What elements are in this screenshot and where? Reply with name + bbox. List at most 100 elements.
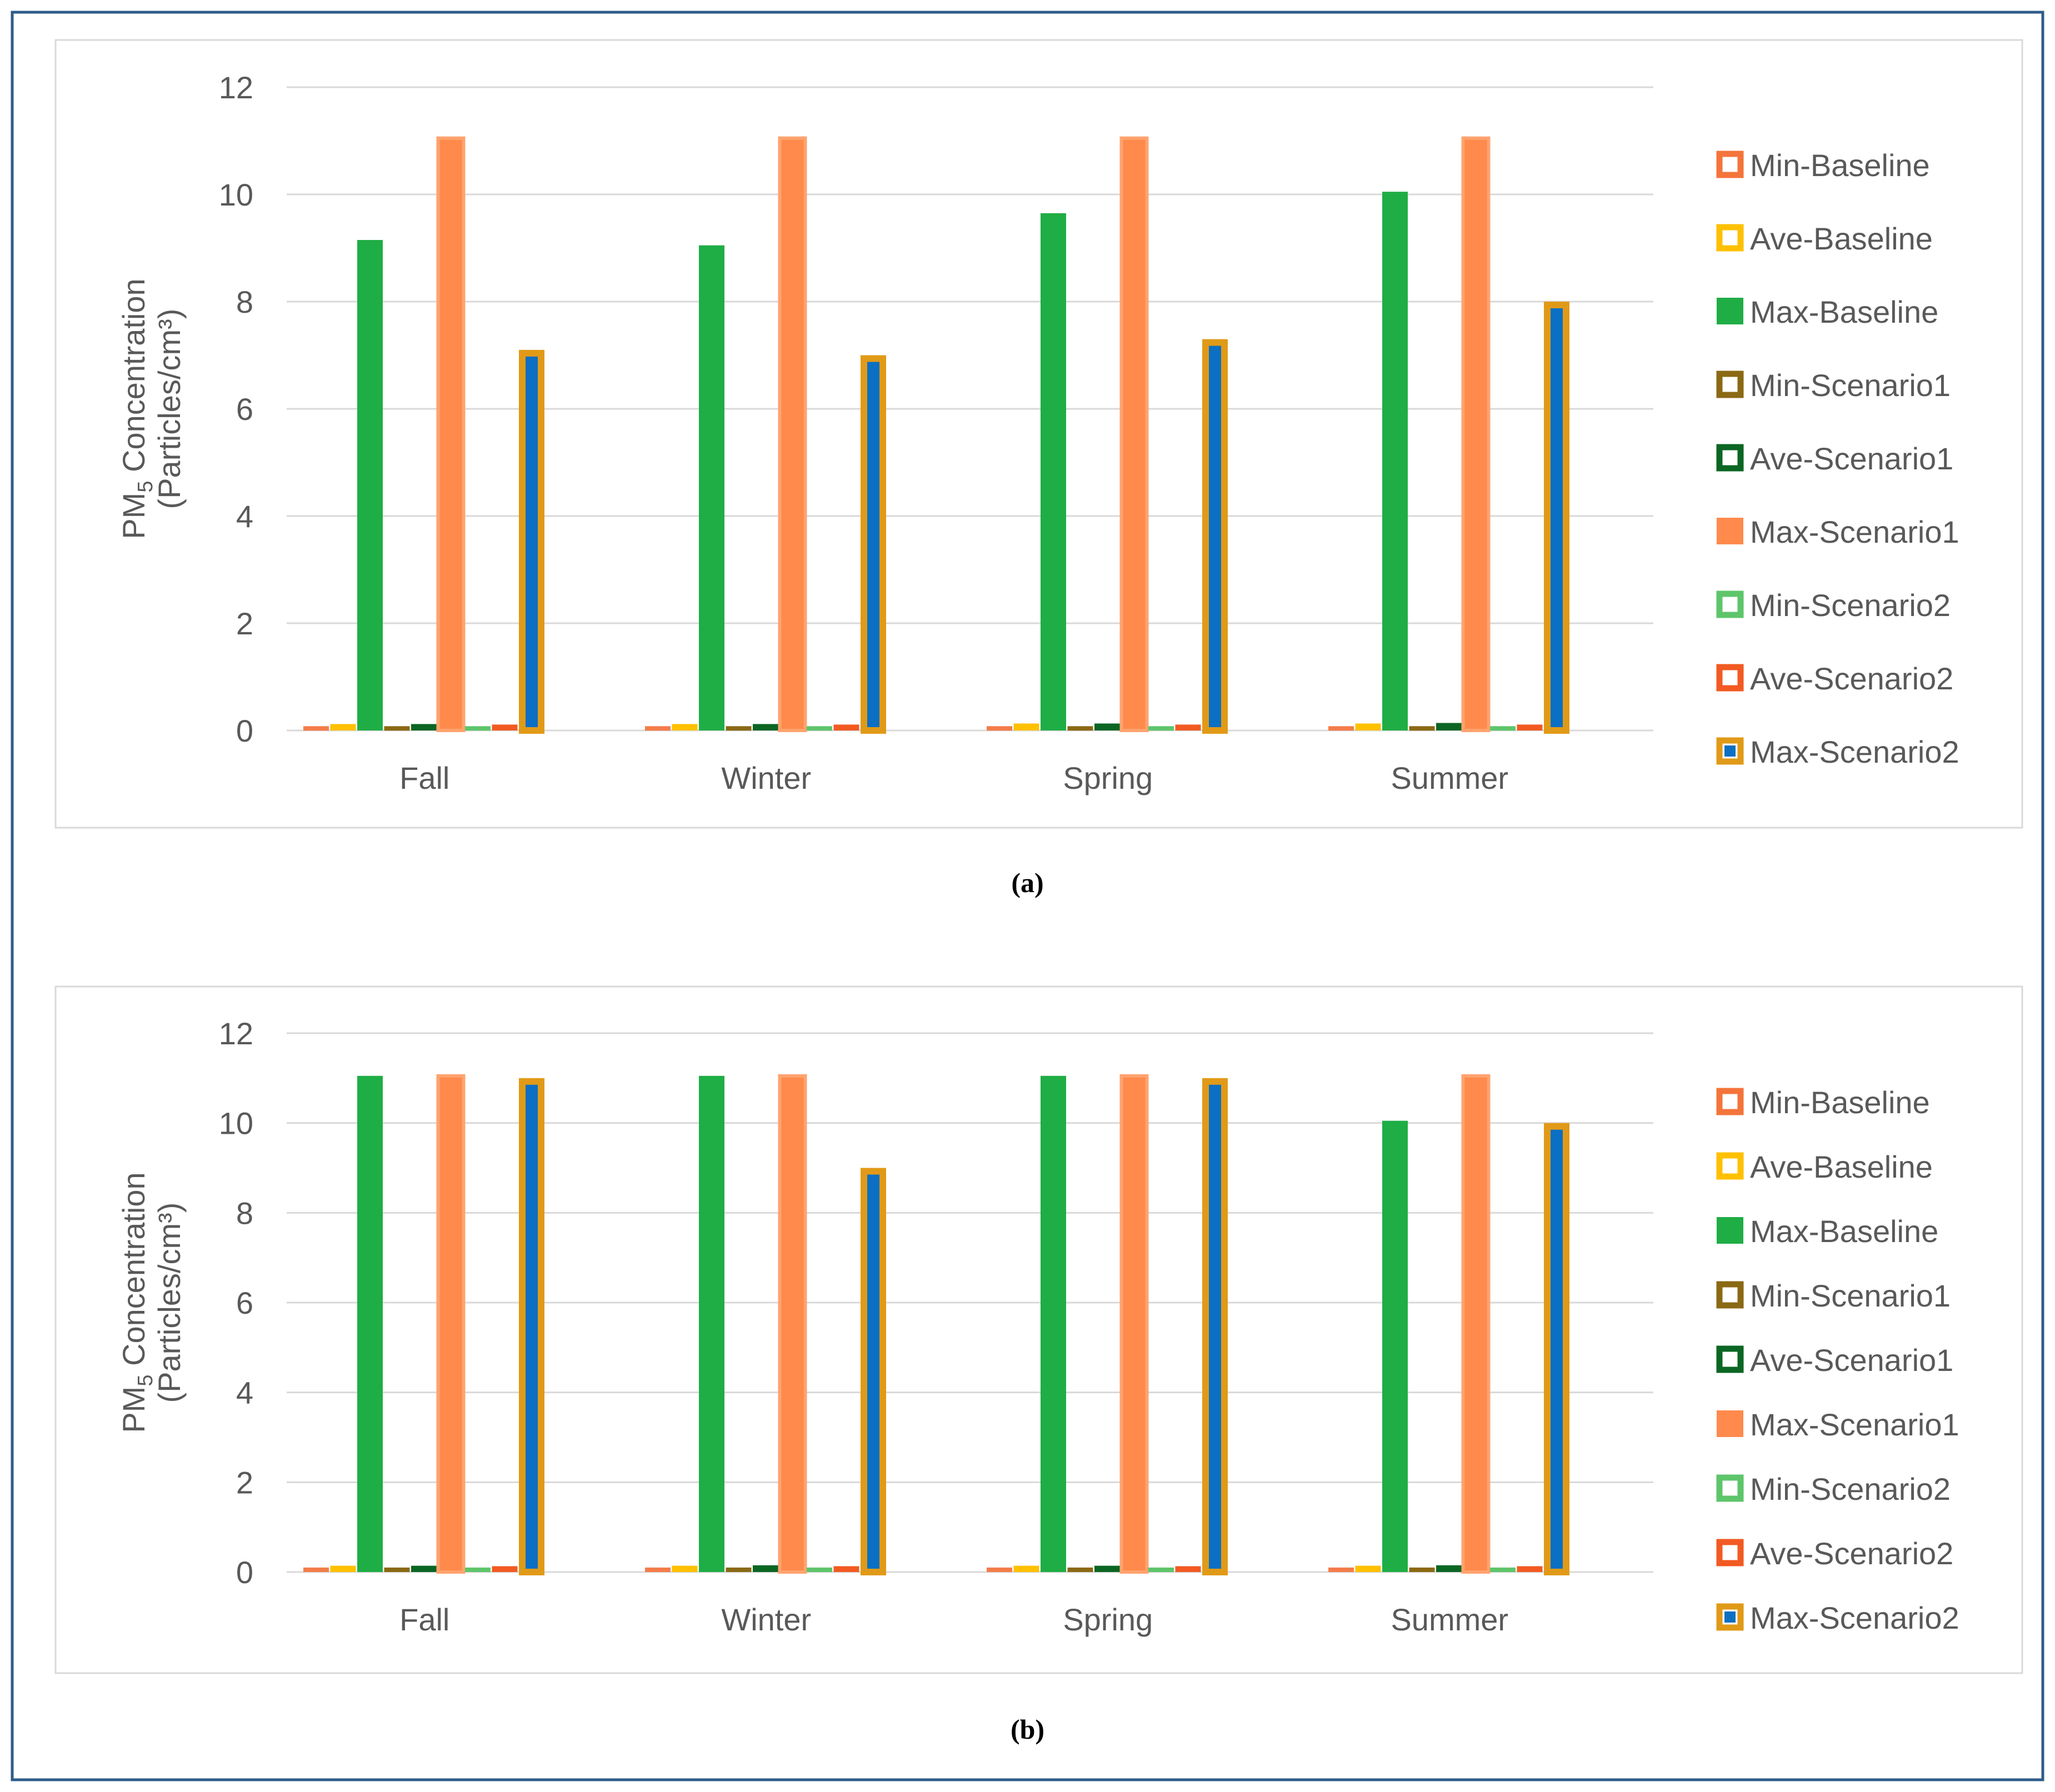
bar-max-scenario2-spring — [1202, 1078, 1228, 1576]
bar-ave-scenario1-winter — [753, 1565, 778, 1572]
bar-min-baseline-spring — [987, 726, 1012, 731]
y-axis-title: PM5 Concentration (Particles/cm³) — [116, 278, 187, 539]
legend-swatch-ave-baseline — [1716, 1152, 1744, 1180]
y-tick-label: 0 — [236, 1555, 253, 1590]
bar-max-scenario2-winter — [861, 355, 886, 734]
legend-label-max-scenario1: Max-Scenario1 — [1750, 514, 1959, 549]
bar-min-baseline-fall — [303, 726, 329, 731]
bar-ave-scenario1-winter — [753, 724, 778, 730]
legend-swatch-ave-baseline — [1716, 224, 1744, 252]
bar-ave-scenario1-summer — [1436, 1565, 1462, 1572]
bar-ave-baseline-winter — [672, 724, 698, 730]
x-category-label: Winter — [721, 1602, 811, 1637]
bar-ave-baseline-summer — [1355, 723, 1381, 730]
bar-max-scenario1-winter — [778, 136, 807, 732]
legend-swatch-ave-scenario2 — [1716, 664, 1744, 692]
bar-ave-scenario2-winter — [833, 1566, 859, 1572]
caption-b: (b) — [1010, 1714, 1045, 1745]
bar-max-scenario2-spring — [1202, 339, 1228, 734]
legend-label-min-scenario1: Min-Scenario1 — [1750, 368, 1951, 403]
legend-swatch-max-scenario1 — [1717, 1410, 1743, 1437]
bar-min-scenario1-summer — [1409, 1567, 1435, 1572]
legend-swatch-max-scenario1 — [1717, 518, 1743, 544]
legend-label-ave-baseline: Ave-Baseline — [1750, 1149, 1933, 1184]
bar-min-scenario1-summer — [1409, 726, 1435, 731]
legend-swatch-ave-scenario1 — [1716, 444, 1744, 472]
bar-ave-scenario2-summer — [1517, 724, 1543, 730]
x-category-label: Spring — [1063, 760, 1153, 795]
y-axis-title-line2: (Particles/cm³) — [152, 1203, 187, 1403]
bar-min-scenario2-fall — [465, 726, 491, 731]
bar-min-scenario1-fall — [384, 726, 410, 731]
bar-ave-baseline-winter — [672, 1565, 698, 1572]
legend-swatch-max-baseline — [1717, 298, 1743, 324]
y-tick-label: 10 — [219, 177, 253, 212]
legend-label-ave-scenario2: Ave-Scenario2 — [1750, 661, 1953, 696]
legend-label-min-scenario2: Min-Scenario2 — [1750, 588, 1951, 623]
bar-max-baseline-summer — [1382, 1120, 1408, 1572]
y-tick-label: 6 — [236, 1285, 253, 1320]
bar-min-baseline-spring — [987, 1567, 1012, 1572]
legend-swatch-min-scenario1 — [1716, 371, 1744, 398]
legend-swatch-max-baseline — [1717, 1217, 1743, 1244]
bar-min-baseline-winter — [645, 726, 671, 731]
bar-ave-baseline-spring — [1013, 1565, 1039, 1572]
bar-ave-scenario1-fall — [411, 1565, 437, 1572]
bar-ave-baseline-spring — [1013, 723, 1039, 730]
bar-ave-baseline-fall — [330, 1565, 356, 1572]
bar-max-scenario2-summer — [1544, 1123, 1569, 1575]
y-tick-label: 12 — [219, 1016, 253, 1051]
bar-ave-baseline-summer — [1355, 1565, 1381, 1572]
bar-ave-scenario1-fall — [411, 724, 437, 730]
bar-max-scenario2-winter — [861, 1168, 886, 1575]
bar-min-scenario2-spring — [1148, 726, 1174, 731]
bar-max-baseline-winter — [699, 1075, 724, 1572]
bar-max-scenario1-fall — [436, 1074, 466, 1574]
legend-swatch-ave-scenario2 — [1716, 1539, 1744, 1566]
outer-border — [11, 11, 2044, 1781]
y-axis-title-subscript: 5 — [134, 481, 157, 493]
bar-ave-scenario2-spring — [1175, 1566, 1201, 1572]
bar-ave-scenario2-winter — [833, 724, 859, 730]
y-axis-title-subscript: 5 — [134, 1375, 157, 1386]
legend-label-max-scenario2: Max-Scenario2 — [1750, 734, 1959, 769]
legend-swatch-dot — [1724, 745, 1736, 757]
y-axis-title-line2: (Particles/cm³) — [152, 309, 187, 509]
bar-ave-scenario1-spring — [1094, 1565, 1120, 1572]
y-axis-title-prefix: PM — [116, 493, 151, 539]
bar-max-baseline-fall — [357, 1075, 383, 1572]
y-axis-title: PM5 Concentration (Particles/cm³) — [116, 1172, 187, 1433]
y-tick-label: 12 — [219, 70, 253, 105]
bar-max-scenario2-fall — [519, 349, 544, 734]
bar-max-scenario2-summer — [1544, 302, 1569, 734]
bar-max-scenario1-fall — [436, 136, 466, 732]
bar-min-baseline-summer — [1328, 1567, 1354, 1572]
legend-label-ave-scenario1: Ave-Scenario1 — [1750, 1343, 1953, 1378]
bar-min-scenario1-winter — [726, 1567, 752, 1572]
bar-min-scenario2-fall — [465, 1567, 491, 1572]
legend-swatch-dot — [1724, 1611, 1736, 1623]
bar-max-baseline-winter — [699, 245, 724, 730]
x-category-label: Fall — [399, 1602, 449, 1637]
y-tick-label: 2 — [236, 606, 253, 641]
bar-min-scenario2-winter — [807, 1567, 832, 1572]
legend-swatch-min-scenario2 — [1716, 1474, 1744, 1502]
legend-label-ave-scenario2: Ave-Scenario2 — [1750, 1536, 1953, 1571]
bar-ave-scenario2-summer — [1517, 1566, 1543, 1572]
legend-label-min-baseline: Min-Baseline — [1750, 148, 1930, 183]
bar-ave-scenario2-fall — [492, 724, 518, 730]
bar-max-scenario1-spring — [1119, 1074, 1149, 1574]
legend-label-min-baseline: Min-Baseline — [1750, 1085, 1930, 1120]
bar-ave-baseline-fall — [330, 724, 356, 730]
y-tick-label: 10 — [219, 1106, 253, 1141]
legend-swatch-min-scenario1 — [1716, 1281, 1744, 1309]
legend-swatch-min-baseline — [1716, 1088, 1744, 1115]
legend-label-min-scenario2: Min-Scenario2 — [1750, 1471, 1951, 1506]
bar-min-scenario2-spring — [1148, 1567, 1174, 1572]
legend-label-max-baseline: Max-Baseline — [1750, 1214, 1938, 1249]
bar-max-scenario1-winter — [778, 1074, 807, 1574]
bar-max-baseline-summer — [1382, 192, 1408, 730]
legend-label-max-scenario1: Max-Scenario1 — [1750, 1407, 1959, 1442]
bar-max-baseline-spring — [1041, 1075, 1066, 1572]
